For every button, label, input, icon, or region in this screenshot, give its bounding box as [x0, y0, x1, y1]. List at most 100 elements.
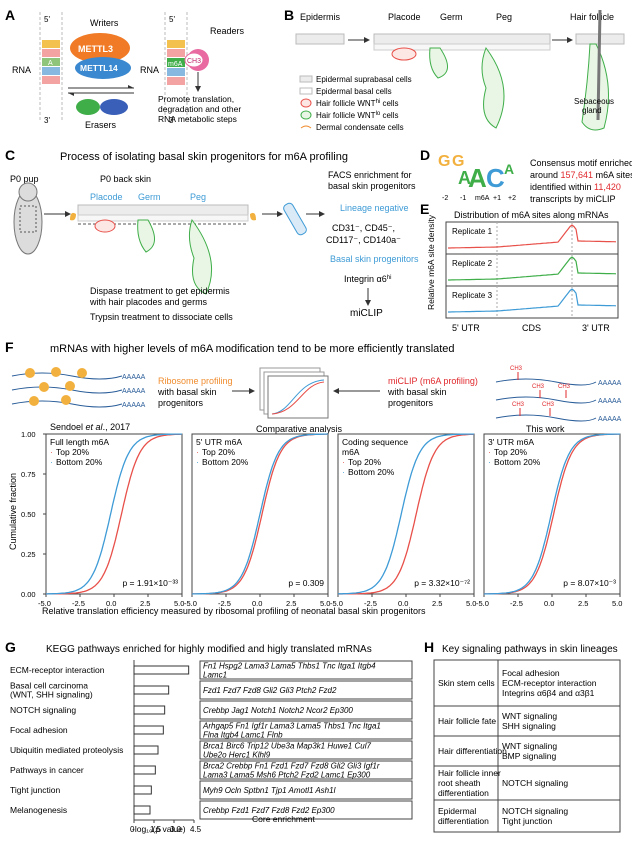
legend-dermal: Dermal condensate cells: [316, 123, 404, 132]
lineage-name: Hair differentiation: [438, 746, 507, 756]
legend-label: Top 20%: [494, 447, 528, 457]
pathway-name: NOTCH signaling: [10, 705, 76, 715]
placode-shape: [391, 47, 417, 61]
gene-cell: [199, 700, 413, 720]
stage-germ-c: Germ: [138, 192, 161, 202]
cdf-plot: -5.0 -2.5 0.0 2.5 5.0 0.00 0.25 0.50 0.75 1.00 Ful…: [21, 430, 184, 608]
motif-a: A: [458, 168, 471, 188]
panel-c-title: Process of isolating basal skin progenit…: [60, 151, 348, 163]
gene-list: Ube2o Herc1 Klhl9: [203, 751, 271, 760]
polya-3: AAAAA: [122, 402, 146, 409]
pathway-name: (WNT, SHH signaling): [10, 690, 93, 700]
motif-description-line: around 157,641 m6A sites: [530, 170, 632, 180]
plot-title: m6A: [342, 447, 360, 457]
lineage-name: differentiation: [438, 788, 489, 798]
mettl14-label: METTL14: [80, 63, 118, 73]
region-5utr: 5' UTR: [452, 323, 480, 333]
legend-marker: ·: [342, 457, 345, 467]
y-tick-label: 0.25: [21, 550, 36, 559]
plot-title: Full length m6A: [50, 437, 109, 447]
plot-frame: [483, 433, 621, 595]
m6a-base-label: m6A: [168, 61, 183, 68]
panel-letter: D: [420, 147, 430, 163]
facs-tube: [283, 202, 307, 236]
legend-label: Bottom 20%: [348, 467, 395, 477]
gene-list: Lamc1: [203, 671, 227, 680]
gene-cell: [199, 800, 413, 820]
panel-e: E Distribution of m6A sites along mRNAs …: [420, 201, 619, 333]
legend-marker: ·: [50, 457, 53, 467]
g-tick-label: 3.0: [170, 825, 182, 834]
pathway-cell: [497, 659, 621, 707]
cdf-series-line: [46, 433, 182, 595]
gene-cell: [199, 740, 413, 760]
motif-pos-p1: +1: [493, 195, 501, 202]
panel-h: H Key signaling pathways in skin lineage…: [424, 639, 621, 833]
plot-title: Coding sequence: [342, 437, 408, 447]
cdf-series-line: [46, 433, 182, 595]
comparative-label: Comparative analysis: [256, 424, 343, 434]
legend-label: Bottom 20%: [494, 457, 541, 467]
lineage-cell: [433, 705, 499, 737]
motif-description-line: transcripts by miCLIP: [530, 194, 616, 204]
region-cds: CDS: [522, 323, 541, 333]
lineage-name: Skin stem cells: [438, 678, 495, 688]
miclip-profiling-label: miCLIP (m6A profiling): [388, 376, 478, 386]
replicate-1-label: Replicate 1: [452, 227, 493, 236]
gene-cell: [199, 680, 413, 700]
e-ylabel: Relative m6A site density: [426, 214, 436, 310]
basal-progenitors-label: Basal skin progenitors: [330, 254, 419, 264]
density-curve: [448, 256, 617, 281]
gene-cell: [199, 780, 413, 800]
this-work-label: This work: [526, 424, 565, 434]
x-tick-label: 0.0: [544, 599, 554, 608]
legend-marker: ·: [342, 467, 345, 477]
x-tick-label: 2.5: [578, 599, 588, 608]
g-tick-label: 1.5: [150, 825, 162, 834]
panel-letter: H: [424, 639, 434, 655]
pathway-cell: [497, 735, 621, 767]
polya-r2: AAAAA: [598, 398, 622, 405]
motif-pos-m6a: m6A: [475, 195, 490, 202]
gene-list: Arhgap5 Fn1 Igf1r Lama3 Lama5 Thbs1 Tnc …: [202, 722, 381, 731]
integrin-label: Integrin α6hi: [344, 274, 391, 284]
legend-wnt-lo: Hair follicle WNTlo cells: [316, 111, 398, 120]
lineage-name: Hair follicle inner: [438, 768, 501, 778]
x-tick-label: -2.5: [364, 599, 377, 608]
gene-cell: [199, 760, 413, 780]
pathway-bar: [133, 805, 151, 815]
ribosome-mrna-illustration: AAAAA AAAAA AAAAA: [11, 367, 146, 409]
gene-list: Brca1 Birc6 Trip12 Ube3a Map3k1 Huwe1 Cu…: [203, 742, 371, 751]
pathway-bar: [133, 745, 159, 755]
f-ylabel: Cumulative fraction: [8, 473, 18, 550]
plot-title: 3' UTR m6A: [488, 437, 534, 447]
peg-shape: [481, 46, 505, 129]
gene-list: Lama3 Lama5 Msh6 Ptch2 Fzd2 Lamc1 Ep300: [203, 771, 371, 780]
cdf-plot: -5.0 -2.5 0.0 2.5 5.05' UTR m6A· Top 20%· Bott…: [184, 433, 330, 608]
panel-g-title: KEGG pathways enriched for highly modifi…: [46, 644, 372, 655]
x-tick-label: 2.5: [286, 599, 296, 608]
rna-label: RNA: [12, 65, 31, 75]
p-value-label: p = 1.91×10⁻³³: [122, 578, 178, 588]
mettl14-shape: [75, 57, 131, 79]
stage-placode-c: Placode: [90, 192, 123, 202]
x-tick-label: 0.0: [398, 599, 408, 608]
motif-description-line: identified within 11,420: [530, 182, 621, 192]
cdf-series-line: [192, 433, 328, 595]
stage-placode: Placode: [388, 12, 421, 22]
legend-suprabasal: Epidermal suprabasal cells: [316, 75, 412, 84]
x-tick-label: 2.5: [140, 599, 150, 608]
legend-basal: Epidermal basal cells: [316, 87, 392, 96]
polya-r3: AAAAA: [598, 416, 622, 423]
signaling-pathway: BMP signaling: [502, 751, 556, 761]
g-tick-label: 4.5: [190, 825, 202, 834]
pathway-bar: [133, 785, 152, 795]
three-prime-label: 3': [44, 116, 50, 125]
replicate-2-label: Replicate 2: [452, 259, 493, 268]
replicate-3-label: Replicate 3: [452, 291, 493, 300]
motif-description-line: Consensus motif enriched: [530, 158, 632, 168]
p0-back-label: P0 back skin: [100, 174, 151, 184]
ribo-line2: with basal skin: [157, 387, 217, 397]
ch3-tag-2: CH3: [532, 384, 545, 390]
legend-label: Top 20%: [348, 457, 382, 467]
